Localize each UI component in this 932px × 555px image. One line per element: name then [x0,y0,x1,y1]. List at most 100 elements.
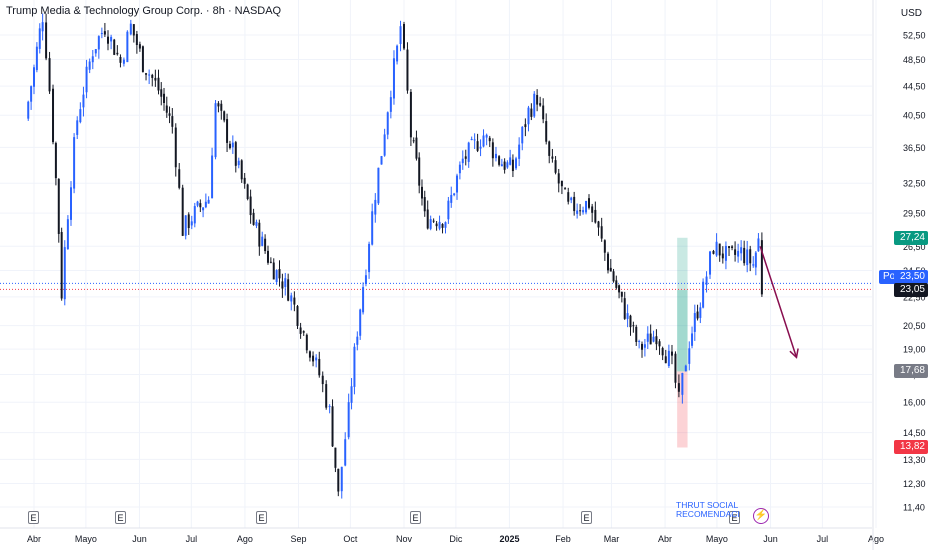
candle-body [380,156,383,165]
candle-body [760,240,763,295]
candle-body [119,56,122,63]
candle-body [362,287,365,313]
candle-body [418,157,421,186]
x-axis-tick-label: Sep [291,534,307,544]
candle-body [641,343,644,350]
candle-body [287,279,290,301]
candle-body [600,226,603,239]
candle-body [409,91,412,138]
candle-body [266,250,269,263]
candle-body [302,331,305,333]
candle-body [41,22,44,32]
candle-body [435,223,438,227]
earnings-marker[interactable]: E [256,511,267,524]
candle-body [551,156,554,159]
x-axis-tick-label: Jul [186,534,198,544]
candle-body [290,295,293,302]
candle-body [168,113,171,116]
candle-body [308,351,311,358]
candle-body [178,169,181,188]
candle-body [199,203,202,208]
earnings-marker[interactable]: E [115,511,126,524]
candle-body [453,193,456,196]
candle-body [113,39,116,55]
candle-body [494,153,497,159]
candle-body [148,74,151,76]
candle-body [151,74,154,78]
candle-body [240,160,243,180]
candle-body [377,167,380,204]
x-axis-tick-label: Dic [449,534,462,544]
candle-body [441,224,444,228]
candle-body [356,336,359,345]
candle-body [73,137,76,189]
candle-body [649,333,652,345]
candle-body [674,353,677,383]
candle-body [27,101,30,119]
candle-body [438,221,441,229]
candle-body [542,105,545,120]
candle-body [467,142,470,162]
candle-body [607,253,610,271]
earnings-marker[interactable]: E [581,511,592,524]
position-price-tag: 23,50 [894,270,928,284]
candle-body [258,222,261,247]
candle-body [567,192,570,202]
candle-body [554,160,557,173]
candle-body [331,406,334,447]
news-annotation[interactable]: THRUT SOCIAL RECOMENDACI [676,501,740,519]
candle-body [181,187,184,236]
profit-fill [677,290,688,372]
candle-body [281,281,284,289]
candle-body [603,240,606,253]
candle-body [664,356,667,364]
candle-body [728,246,731,248]
entry-price-tag: 17,68 [894,364,928,378]
y-axis-tick-label: 22,50 [903,292,926,302]
candle-body [511,159,514,172]
candle-body [135,34,138,46]
candle-body [632,325,635,327]
candle-body [618,285,621,293]
y-axis-tick-label: 12,30 [903,479,926,489]
candle-body [670,351,673,356]
candle-body [491,142,494,159]
lightning-icon[interactable]: ⚡ [753,508,769,524]
candle-body [426,209,429,229]
candle-body [103,31,106,35]
candle-body [163,93,166,103]
candle-body [667,350,670,366]
earnings-marker[interactable]: E [410,511,421,524]
candle-body [57,178,60,234]
candle-body [110,36,113,42]
candle-body [524,124,527,128]
candle-body [530,108,533,117]
candle-body [30,86,33,102]
candle-body [132,24,135,36]
candle-body [444,222,447,228]
candle-body [100,33,103,35]
earnings-marker[interactable]: E [729,511,740,524]
x-axis-tick-label: Mar [604,534,620,544]
candle-body [145,73,148,75]
candle-body [746,249,749,266]
candle-body [91,56,94,63]
candle-body [638,340,641,342]
candle-body [464,156,467,159]
y-axis-tick-label: 36,50 [903,143,926,153]
candle-body [623,298,626,319]
candle-body [652,336,655,342]
candle-body [223,111,226,121]
x-axis-tick-label: Abr [27,534,41,544]
candle-body [389,97,392,112]
candle-body [334,447,337,468]
earnings-marker[interactable]: E [28,511,39,524]
candle-body [315,357,318,361]
candle-body [536,95,539,105]
candle-body [60,232,63,299]
candle-body [63,247,66,300]
candle-body [643,344,646,348]
candle-body [226,119,229,143]
